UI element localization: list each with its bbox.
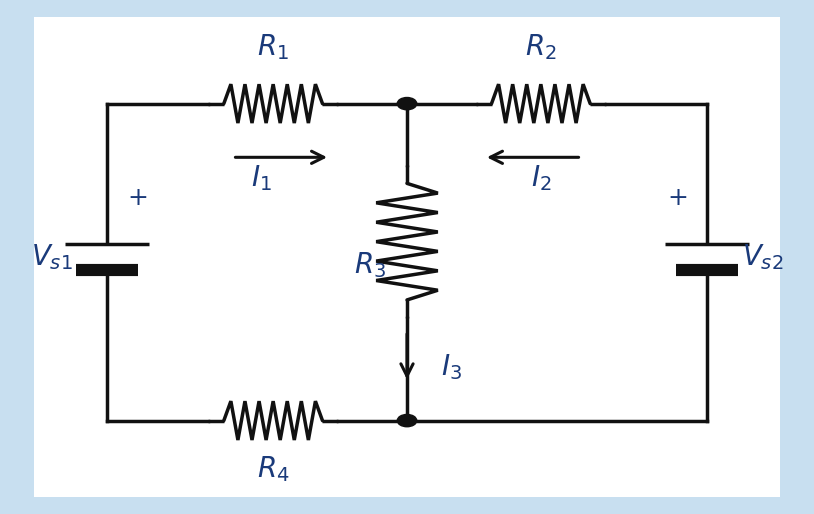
Text: $I_1$: $I_1$ — [251, 163, 271, 193]
Text: $V_{s2}$: $V_{s2}$ — [742, 242, 783, 272]
Text: $R_1$: $R_1$ — [257, 32, 289, 62]
Text: $V_{s1}$: $V_{s1}$ — [31, 242, 72, 272]
Text: $+$: $+$ — [667, 187, 687, 210]
Text: $R_4$: $R_4$ — [257, 454, 290, 484]
Circle shape — [397, 98, 417, 110]
Text: $I_2$: $I_2$ — [531, 163, 551, 193]
Circle shape — [397, 414, 417, 427]
Text: $+$: $+$ — [127, 187, 147, 210]
Text: $R_2$: $R_2$ — [525, 32, 557, 62]
Text: $I_3$: $I_3$ — [441, 352, 462, 382]
Text: $R_3$: $R_3$ — [354, 250, 387, 280]
